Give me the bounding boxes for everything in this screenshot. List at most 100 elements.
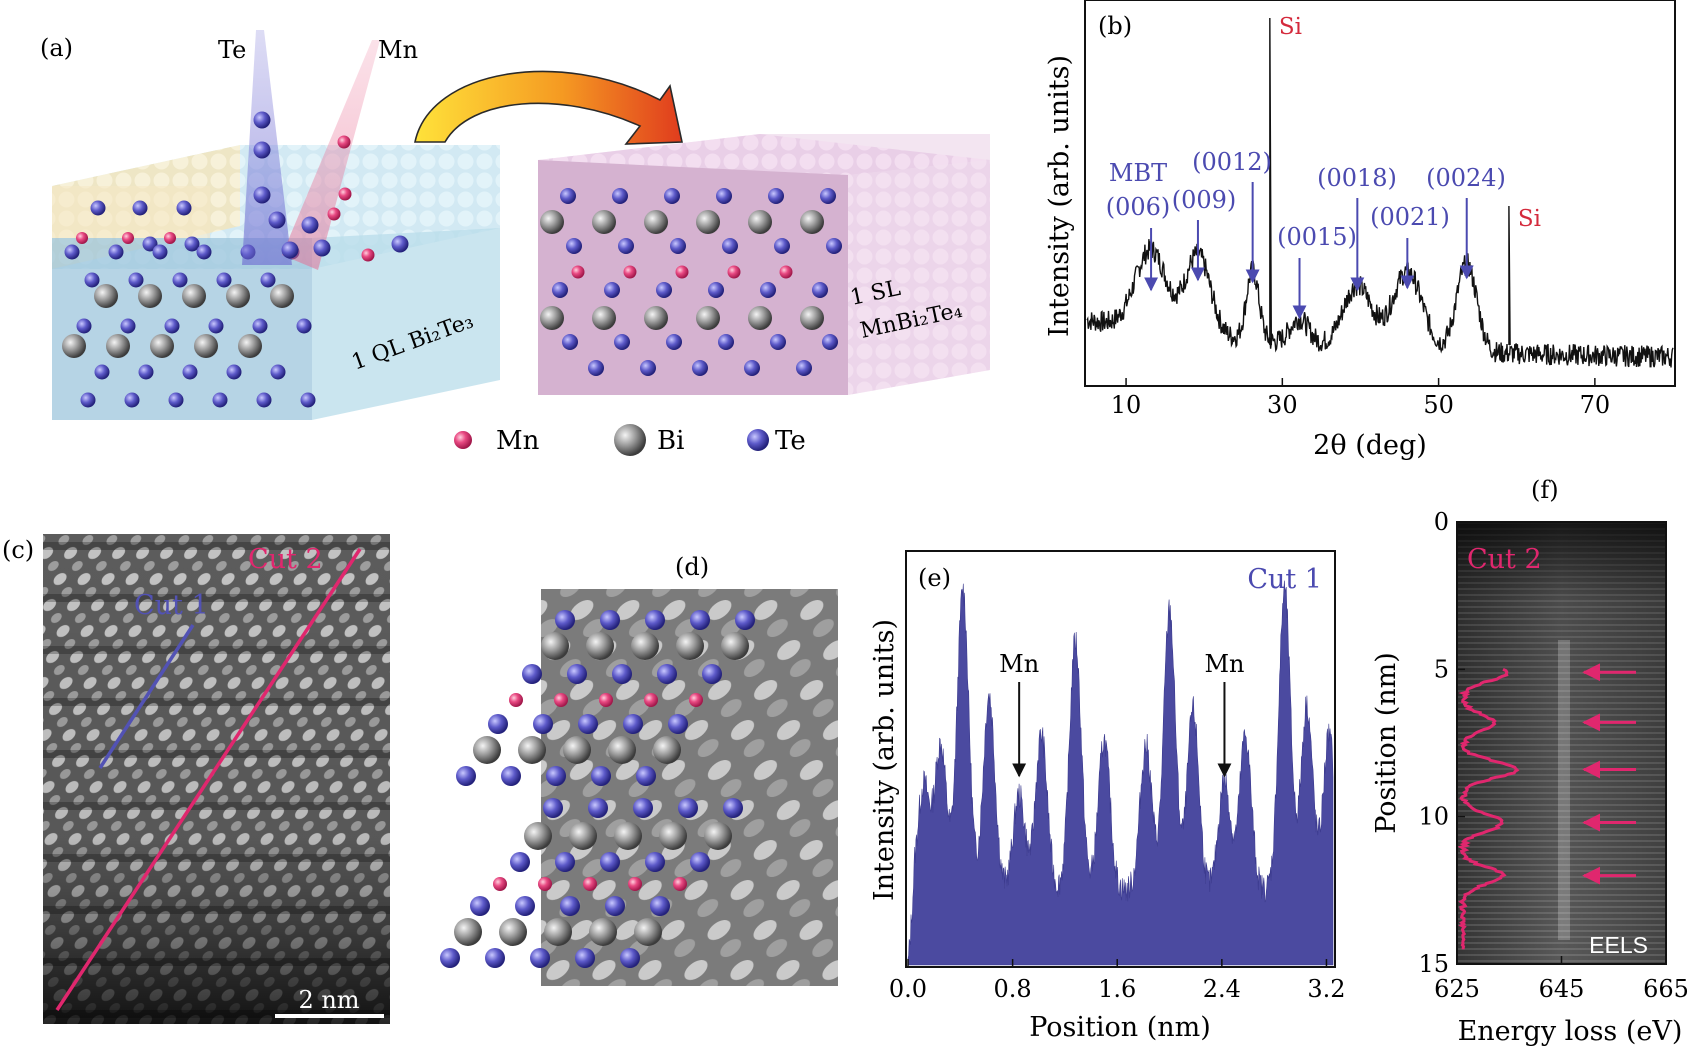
peak-label-line1: MBT [1109, 159, 1167, 187]
xrd-curve [1086, 17, 1674, 368]
te-atom [456, 766, 476, 786]
te-atom [612, 664, 632, 684]
chart-b-tick-label: 10 [1111, 391, 1142, 419]
chart-b-peak-labels: MBT (006) (009) (0012) (0015) (0018) (0021) (00… [1106, 14, 1541, 320]
te-atom [296, 318, 312, 334]
te-atom [591, 766, 611, 786]
te-atom [633, 798, 653, 818]
te-atom [650, 896, 670, 916]
te-atom [260, 272, 276, 288]
te-atom [313, 239, 331, 257]
te-atom [716, 188, 732, 204]
chart-e-tick-label: 1.6 [1098, 975, 1136, 1003]
chart-f-y-tick-label: 15 [1418, 950, 1449, 978]
cut1-profile [907, 580, 1334, 966]
chart-e-ylabel: Intensity (arb. units) [869, 619, 900, 901]
chart-b-xlabel: 2θ (deg) [1313, 430, 1427, 461]
chart-e-tick-label: 0.8 [994, 975, 1032, 1003]
atom-overlay-d [440, 610, 755, 968]
mn-atom [644, 693, 658, 707]
chart-e-tick-label: 3.2 [1307, 975, 1345, 1003]
te-atom [94, 364, 110, 380]
bi-atom [721, 632, 749, 660]
chart-e-series-label: Cut 1 [1247, 564, 1322, 595]
panel-c-label: (c) [2, 536, 34, 564]
te-atom [820, 188, 836, 204]
bi-atom [94, 284, 118, 308]
te-atom [440, 948, 460, 968]
te-atom [80, 392, 96, 408]
bi-atom [644, 210, 668, 234]
te-atom [281, 241, 299, 259]
te-atom [623, 714, 643, 734]
chart-e-tick-label: 0.0 [889, 975, 927, 1003]
chart-f-y-tick-label: 0 [1434, 508, 1449, 536]
bi-atom [608, 736, 636, 764]
si-label: Si [1518, 206, 1541, 232]
cut2-profile [1457, 667, 1520, 950]
panel-d: (d) [440, 553, 838, 986]
bi-atom [541, 632, 569, 660]
panel-b-label: (b) [1098, 12, 1132, 40]
te-atom [216, 272, 232, 288]
te-atom [588, 798, 608, 818]
te-atom [770, 334, 786, 350]
transform-arrow [414, 70, 683, 145]
si-label: Si [1279, 14, 1302, 40]
legend-te-label: Te [775, 426, 806, 456]
bi-atom [644, 306, 668, 330]
te-atom [723, 798, 743, 818]
te-atom [656, 282, 672, 298]
mn-atom [361, 248, 375, 262]
te-atom [636, 766, 656, 786]
bi-atom [569, 822, 597, 850]
bi-atom [592, 306, 616, 330]
mn-atom [76, 232, 88, 244]
te-atom [612, 188, 628, 204]
cut2-line [55, 548, 362, 1011]
te-atom [796, 360, 812, 376]
mn-atom [583, 877, 597, 891]
mn-atom [571, 265, 585, 279]
cut2-label: Cut 2 [248, 544, 323, 575]
mn-beam [282, 40, 380, 270]
te-atom [128, 272, 144, 288]
bi-atom [563, 736, 591, 764]
te-atom [391, 235, 409, 253]
bi-atom [614, 822, 642, 850]
peak-label: (009) [1172, 186, 1237, 214]
chart-f-series-label: Cut 2 [1467, 544, 1542, 575]
te-atom [543, 798, 563, 818]
te-atom [90, 200, 106, 216]
bi-atom [194, 334, 218, 358]
chart-f-x-tick-label: 625 [1434, 975, 1480, 1003]
bi-atom [800, 210, 824, 234]
panel-f-label: (f) [1531, 476, 1559, 504]
bi-atom [62, 334, 86, 358]
mn-atom [673, 877, 687, 891]
bi-atom [226, 284, 250, 308]
te-atom [620, 948, 640, 968]
te-atom [774, 238, 790, 254]
mn-beam-label: Mn [378, 36, 418, 64]
bi-atom [592, 210, 616, 234]
te-atom [760, 282, 776, 298]
mn-atom [122, 232, 134, 244]
te-atom [172, 272, 188, 288]
bi-atom [696, 210, 720, 234]
te-atom [645, 610, 665, 630]
te-atom [692, 360, 708, 376]
bi-atom [748, 306, 772, 330]
te-atom [64, 244, 80, 260]
te-atom [670, 238, 686, 254]
chart-b-tick-label: 70 [1580, 391, 1611, 419]
te-atom [120, 318, 136, 334]
panel-d-label: (d) [675, 553, 709, 581]
panel-e-label: (e) [918, 564, 951, 592]
bi-atom [748, 210, 772, 234]
bi-atom [238, 334, 262, 358]
bi-atom [270, 284, 294, 308]
chart-b-tick-label: 30 [1267, 391, 1298, 419]
te-atom [600, 610, 620, 630]
mn-atom [327, 207, 341, 221]
